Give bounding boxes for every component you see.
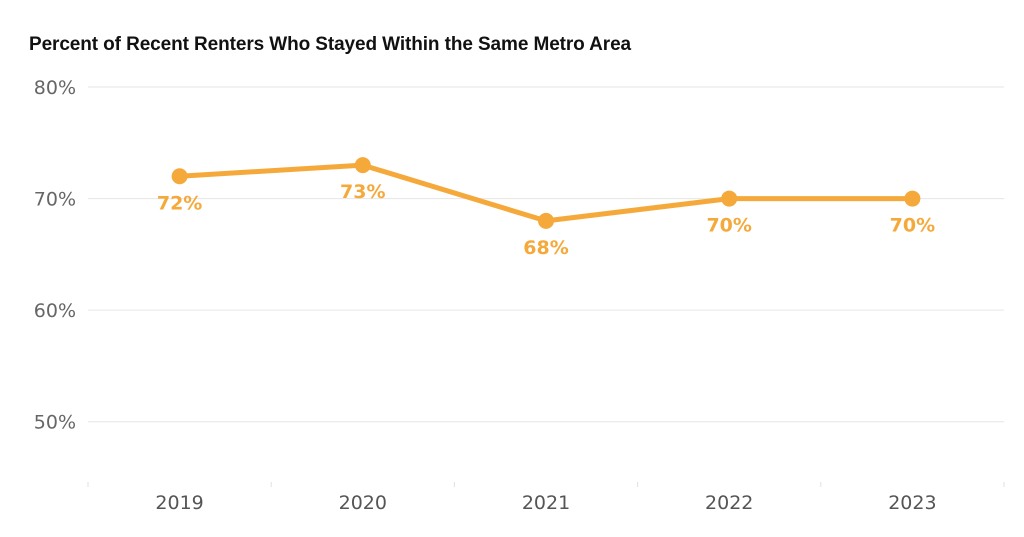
x-axis-ticks: 2019 2020 2021 2022 2023 — [87, 482, 1005, 514]
x-tick-label: 2023 — [888, 492, 936, 514]
data-point — [538, 212, 554, 229]
x-tick-label: 2021 — [522, 492, 570, 514]
data-point — [904, 190, 921, 207]
data-label: 68% — [523, 237, 568, 259]
y-tick-label: 50% — [34, 412, 76, 434]
y-tick-label: 60% — [34, 300, 76, 322]
chart-title: Percent of Recent Renters Who Stayed Wit… — [29, 34, 632, 55]
y-tick-label: 70% — [34, 189, 76, 211]
data-label: 72% — [157, 192, 202, 214]
data-label: 70% — [706, 215, 751, 237]
data-label: 70% — [890, 215, 935, 237]
y-tick-label: 80% — [34, 77, 76, 99]
data-labels: 72% 73% 68% 70% 70% — [157, 181, 935, 259]
x-tick-label: 2019 — [155, 492, 203, 514]
data-point — [354, 157, 371, 174]
y-axis-ticks: 50% 60% 70% 80% — [34, 77, 76, 434]
data-point — [721, 190, 738, 207]
data-label: 73% — [340, 181, 385, 203]
data-point — [171, 168, 188, 185]
series-line — [177, 162, 915, 224]
series-layer — [171, 157, 921, 229]
x-tick-label: 2020 — [339, 492, 387, 514]
x-tick-label: 2022 — [705, 492, 753, 514]
